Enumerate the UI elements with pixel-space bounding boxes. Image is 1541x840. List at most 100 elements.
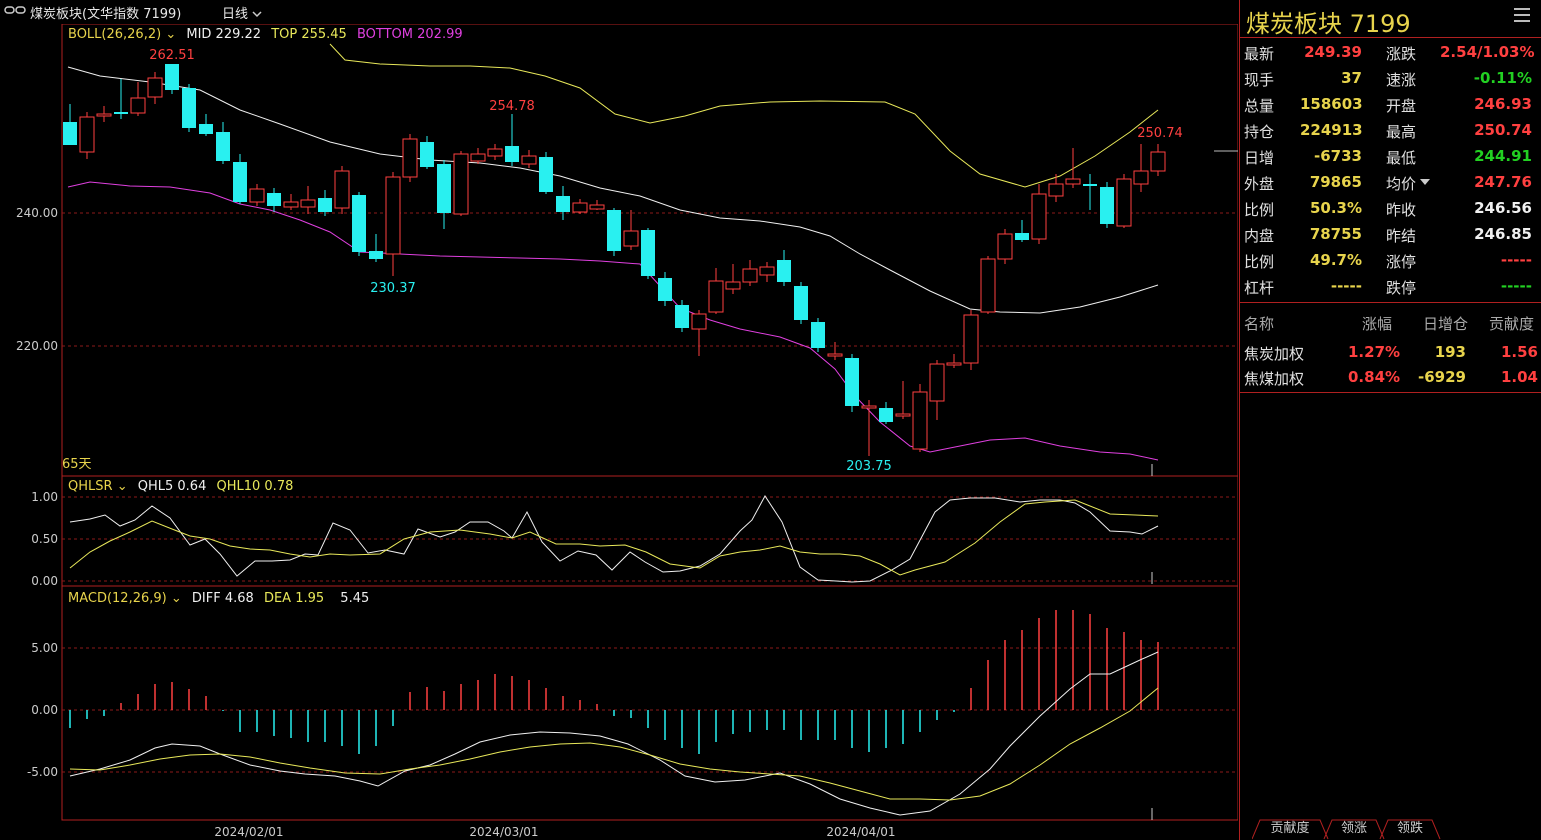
candle-body [63, 122, 77, 145]
candle-body [675, 305, 689, 328]
candle-body [352, 195, 366, 252]
period-selector[interactable]: 日线 [222, 3, 262, 22]
candle-body [1133, 170, 1149, 185]
price-axis-label: 240.00 [16, 206, 58, 220]
candle-body [708, 280, 724, 313]
candle-body [470, 153, 486, 162]
macd-name: MACD(12,26,9) [68, 591, 167, 606]
price-high-annotation: 262.51 [149, 48, 195, 63]
qhl10-value: QHL10 0.78 [216, 479, 293, 494]
quote-value: 247.76 [1474, 173, 1532, 191]
candlesticks [63, 64, 1166, 456]
candle-body [811, 322, 825, 348]
quote-value: 249.39 [1304, 43, 1362, 61]
candle-body [130, 97, 146, 114]
table-header-cell[interactable]: 名称 [1244, 315, 1275, 333]
candle-body [691, 313, 707, 330]
table-cell-change: 0.84% [1348, 368, 1401, 386]
boll-top-line [329, 43, 1159, 188]
quote-row: 比例 49.7% 涨停 ----- [1240, 248, 1541, 274]
qhlsr-axis-label: 0.00 [31, 574, 58, 588]
quote-label: 外盘 [1244, 175, 1275, 193]
boll-bottom: BOTTOM 202.99 [357, 27, 463, 42]
quote-value: 158603 [1300, 95, 1363, 113]
panel-title: 煤炭板块 7199 [1246, 10, 1411, 38]
macd-legend[interactable]: MACD(12,26,9) ⌄ DIFF 4.68 DEA 1.95 5.45 [68, 591, 369, 606]
boll-mid: MID 229.22 [186, 27, 261, 42]
macd-dea-line [69, 687, 1159, 801]
candle-body [267, 193, 281, 206]
table-header-cell[interactable]: 日增仓 [1422, 315, 1468, 333]
candle-body [114, 112, 128, 114]
candle-body [1083, 184, 1097, 186]
boll-legend[interactable]: BOLL(26,26,2) ⌄ MID 229.22 TOP 255.45 BO… [68, 27, 463, 42]
quote-label: 杠杆 [1244, 279, 1275, 297]
quote-value: ----- [1500, 277, 1532, 295]
kline-chart[interactable]: 240.00 220.00 1.00 0.50 0.00 5.00 0.00 -… [0, 24, 1238, 840]
table-row[interactable]: 焦煤加权 0.84% -6929 1.04 [1240, 365, 1541, 391]
tab-leading-down[interactable]: 领跌 [1396, 821, 1423, 836]
price-axis-label: 220.00 [16, 339, 58, 353]
chevron-down-icon: ⌄ [165, 27, 176, 42]
candle-body [165, 64, 179, 90]
quote-label: 内盘 [1244, 227, 1275, 245]
link-icon[interactable] [4, 2, 26, 22]
candle-body [1100, 187, 1114, 224]
quote-row: 总量 158603 开盘 246.93 [1240, 92, 1541, 118]
candle-body [794, 286, 808, 320]
quote-value: 50.3% [1309, 199, 1362, 217]
table-cell-increase: 193 [1434, 343, 1466, 361]
quote-row: 内盘 78755 昨结 246.85 [1240, 222, 1541, 248]
quote-label: 日增 [1244, 149, 1275, 167]
price-high-annotation: 250.74 [1137, 126, 1183, 141]
quote-label: 涨跌 [1386, 45, 1417, 63]
table-cell-name: 焦炭加权 [1244, 345, 1305, 363]
table-cell-contribution: 1.56 [1500, 343, 1538, 361]
macd-dea: DEA 1.95 [264, 591, 324, 606]
candle-body [402, 138, 418, 178]
candle-body [556, 196, 570, 212]
table-row[interactable]: 焦炭加权 1.27% 193 1.56 [1240, 340, 1541, 366]
quote-label: 最低 [1386, 149, 1417, 167]
chart-titlebar: 煤炭板块(文华指数 7199) 日线 [0, 0, 1238, 24]
quote-panel: 煤炭板块 7199 最新 249.39 涨跌 2.54/1.03% 现手 37 速涨 -0.1… [1239, 0, 1541, 840]
quote-row: 现手 37 速涨 -0.11% [1240, 66, 1541, 92]
quote-row: 最新 249.39 涨跌 2.54/1.03% [1240, 40, 1541, 66]
candle-body [777, 260, 791, 282]
macd-axis-label: -5.00 [27, 765, 58, 779]
quote-label: 均价 [1386, 175, 1417, 193]
divider [1240, 302, 1541, 303]
date-axis-label: 2024/02/01 [214, 825, 283, 839]
candle-body [589, 204, 605, 210]
menu-icon[interactable] [1514, 8, 1530, 22]
quote-value: 78755 [1309, 225, 1362, 243]
candle-body [912, 391, 928, 450]
tab-leading-up[interactable]: 领涨 [1340, 821, 1367, 836]
quote-label: 涨停 [1386, 253, 1417, 271]
qhlsr-axis-label: 0.50 [31, 532, 58, 546]
quote-label: 最新 [1244, 45, 1275, 63]
boll-name: BOLL(26,26,2) [68, 27, 161, 42]
divider [1240, 37, 1541, 38]
candle-body [980, 258, 996, 313]
table-header-cell[interactable]: 涨幅 [1361, 315, 1392, 333]
table-header-cell[interactable]: 贡献度 [1488, 315, 1534, 333]
dropdown-icon[interactable] [1420, 179, 1430, 185]
tab-contribution[interactable]: 贡献度 [1270, 821, 1310, 836]
quote-label: 跌停 [1386, 279, 1417, 297]
price-low-annotation: 203.75 [846, 459, 892, 474]
candle-body [641, 230, 655, 276]
macd-diff-line [69, 651, 1159, 816]
candle-body [283, 201, 299, 208]
candle-body [725, 281, 741, 290]
quote-label: 昨收 [1386, 201, 1417, 219]
candle-body [505, 146, 519, 162]
qhlsr-legend[interactable]: QHLSR ⌄ QHL5 0.64 QHL10 0.78 [68, 479, 293, 494]
quote-value: 79865 [1309, 173, 1362, 191]
candle-body [437, 164, 451, 213]
candle-body [607, 210, 621, 251]
candle-body [895, 413, 911, 417]
quote-row: 杠杆 ----- 跌停 ----- [1240, 274, 1541, 300]
macd-diff: DIFF 4.68 [192, 591, 254, 606]
quote-label: 现手 [1244, 71, 1275, 89]
